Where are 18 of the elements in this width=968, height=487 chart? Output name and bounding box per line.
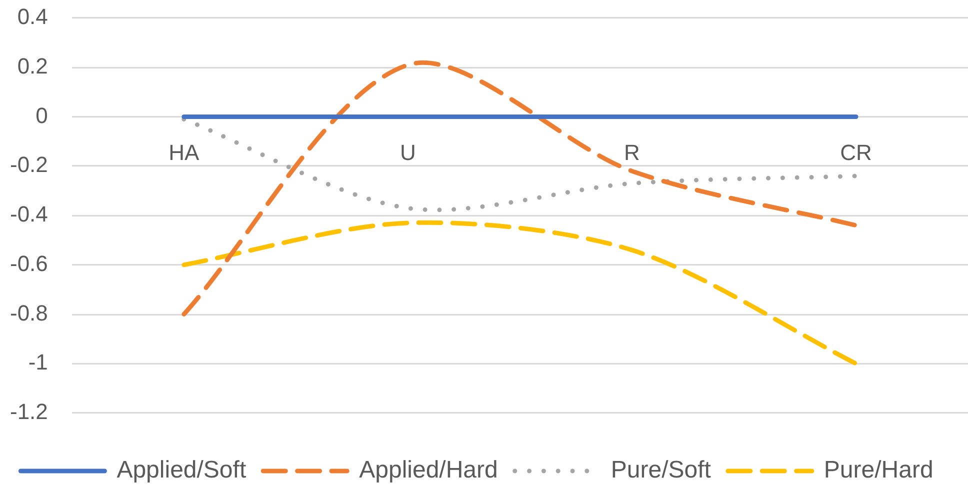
x-tick-label: R [624,140,640,166]
x-tick-label: U [400,140,416,166]
legend-label: Applied/Hard [359,456,498,484]
legend-label: Applied/Soft [116,456,246,484]
legend-label: Pure/Hard [824,456,934,484]
y-tick-label: -0.6 [10,250,48,276]
y-tick-label: -0.2 [10,152,48,178]
y-tick-label: -0.4 [10,202,48,227]
x-tick-label: CR [840,140,872,166]
y-tick-label: -1 [28,350,48,375]
y-tick-label: 0.2 [17,53,48,78]
y-tick-label: 0 [36,102,48,128]
line-series [182,220,858,366]
y-tick-label: -1.2 [10,399,48,424]
y-tick-label: 0.4 [17,4,48,30]
y-tick-label: -0.8 [10,300,48,326]
x-tick-label: HA [168,140,200,166]
legend-label: Pure/Soft [610,456,712,484]
